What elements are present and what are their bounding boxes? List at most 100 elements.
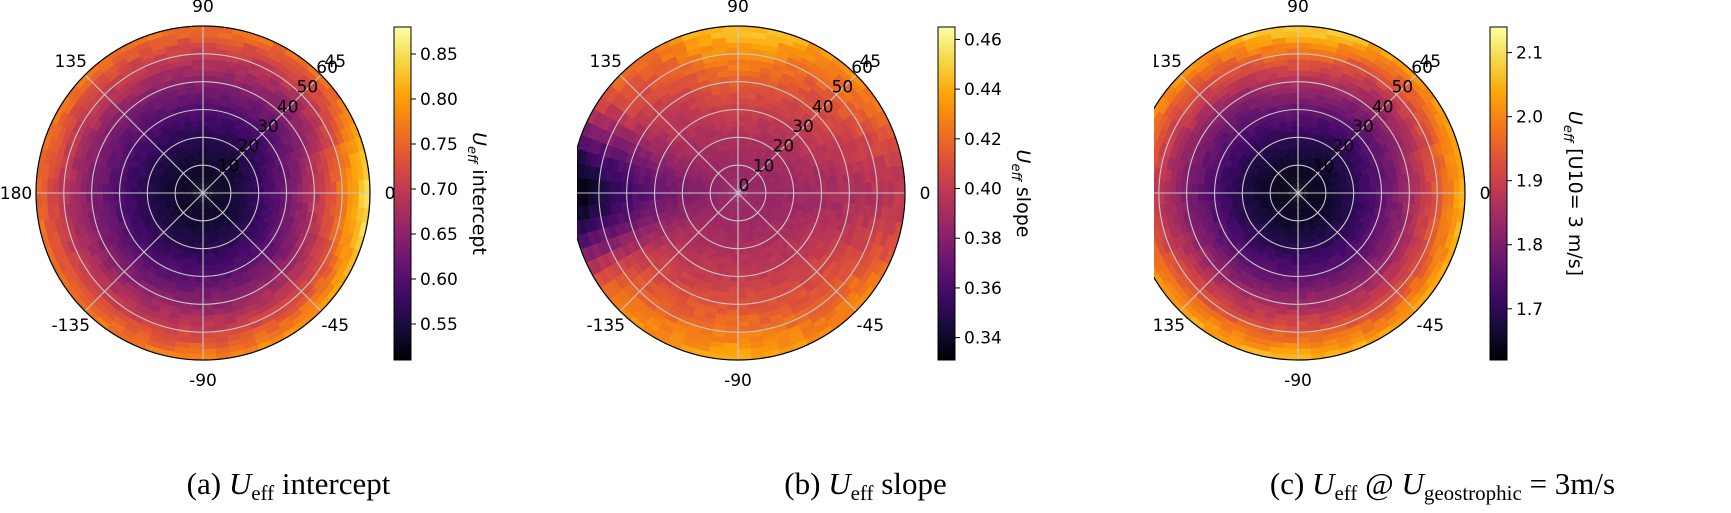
heatmap-cell [774,46,791,58]
heatmap-cell [208,208,213,215]
heatmap-cell [771,189,778,194]
heatmap-cell [1306,181,1313,187]
heatmap-cell [140,293,155,306]
heatmap-cell [725,320,739,328]
heatmap-cell [75,248,88,264]
heatmap-cell [609,91,624,108]
heatmap-cell [745,97,756,106]
heatmap-cell [158,307,172,318]
heatmap-cell [147,303,162,315]
heatmap-cell [182,201,190,207]
heatmap-cell [743,190,750,193]
heatmap-cell [1302,170,1307,178]
heatmap-cell [738,186,741,193]
heatmap-cell [208,253,216,261]
heatmap-cell [238,323,254,334]
heatmap-cell [626,253,639,268]
heatmap-cell [207,247,215,255]
heatmap-cell [653,306,670,320]
heatmap-cell [157,283,170,294]
heatmap-cell [196,203,201,210]
heatmap-cell [737,30,753,38]
heatmap-cell [618,150,629,164]
heatmap-cell [1291,220,1296,228]
heatmap-cell [826,80,842,96]
heatmap-cell [681,91,694,102]
heatmap-cell [131,338,149,352]
heatmap-cell [737,276,747,283]
heatmap-cell [1298,186,1301,193]
heatmap-cell [796,313,812,326]
heatmap-cell [204,214,209,222]
heatmap-cell [240,106,252,117]
heatmap-cell [236,57,252,68]
heatmap-cell [737,103,747,110]
heatmap-cell [590,126,603,143]
heatmap-cell [724,206,730,214]
heatmap-cell [781,66,796,78]
heatmap-cells [577,26,905,360]
heatmap-cell [853,135,865,150]
heatmap-cell [833,250,846,265]
heatmap-cell [186,275,197,283]
heatmap-cell [195,225,201,233]
heatmap-cell [86,140,98,154]
heatmap-cell [118,185,126,194]
heatmap-cell [106,47,124,62]
heatmap-cell [338,140,350,157]
heatmap-cell [79,192,87,205]
heatmap-cell [804,186,812,194]
heatmap-cell [1314,188,1322,192]
heatmap-cell [863,130,876,147]
heatmap-cell [748,252,756,260]
heatmap-cell [202,130,209,138]
heatmap-cell [620,171,629,184]
heatmap-cell [209,207,215,214]
heatmap-cell [1284,154,1290,162]
heatmap-cell [56,229,68,246]
heatmap-cell [74,203,83,217]
heatmap-cell [198,198,202,205]
heatmap-cell [212,75,225,84]
heatmap-cell [313,125,326,140]
heatmap-cell [1306,199,1313,205]
heatmap-cell [642,149,653,162]
heatmap-cell [638,271,652,285]
heatmap-cell [725,52,739,60]
heatmap-cell [143,61,158,73]
heatmap-cell [738,198,741,205]
heatmap-cell [284,89,299,103]
heatmap-cell [862,116,876,133]
colorbar-tick-label: 0.42 [964,130,1002,150]
colorbar-tick-label: 0.44 [964,80,1002,100]
heatmap-cell [734,181,738,188]
heatmap-cell [602,144,613,160]
heatmap-cell [790,95,803,107]
heatmap-cell [184,202,191,208]
heatmap-cell [1264,197,1272,203]
heatmap-cell [202,119,210,127]
heatmap-cell [786,80,801,93]
heatmap-cell [253,328,270,341]
heatmap-cell [787,192,795,199]
heatmap-cell [213,189,221,193]
heatmap-cell [820,68,836,83]
angle-tick-label: 135 [590,52,622,72]
heatmap-cell [1293,169,1297,177]
heatmap-cell [269,302,284,315]
heatmap-cell [78,292,94,309]
heatmap-cell [693,68,707,79]
heatmap-cell [581,178,589,194]
heatmap-cell [746,86,758,95]
heatmap-cell [107,184,115,194]
heatmap-cell [678,86,692,97]
heatmap-cell [1308,196,1315,201]
heatmap-cell [189,258,198,266]
heatmap-cell [843,182,851,194]
heatmap-cell [823,85,838,100]
heatmap-cell [1287,186,1294,191]
heatmap-cell [192,303,204,311]
heatmap-cell [303,130,316,145]
heatmap-cell [112,109,125,122]
heatmap-cell [1288,208,1293,215]
